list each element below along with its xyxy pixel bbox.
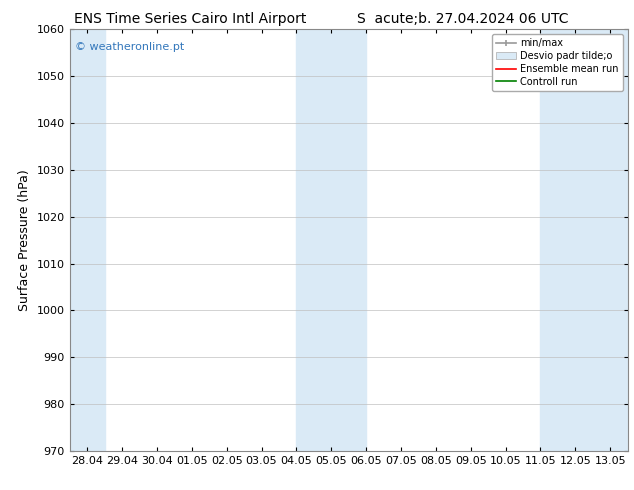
Bar	[296, 29, 366, 451]
Text: S  acute;b. 27.04.2024 06 UTC: S acute;b. 27.04.2024 06 UTC	[357, 12, 569, 26]
Legend: min/max, Desvio padr tilde;o, Ensemble mean run, Controll run: min/max, Desvio padr tilde;o, Ensemble m…	[492, 34, 623, 91]
Y-axis label: Surface Pressure (hPa): Surface Pressure (hPa)	[18, 169, 31, 311]
Text: ENS Time Series Cairo Intl Airport: ENS Time Series Cairo Intl Airport	[74, 12, 306, 26]
Bar	[70, 29, 105, 451]
Text: © weatheronline.pt: © weatheronline.pt	[75, 42, 184, 52]
Bar	[540, 29, 628, 451]
